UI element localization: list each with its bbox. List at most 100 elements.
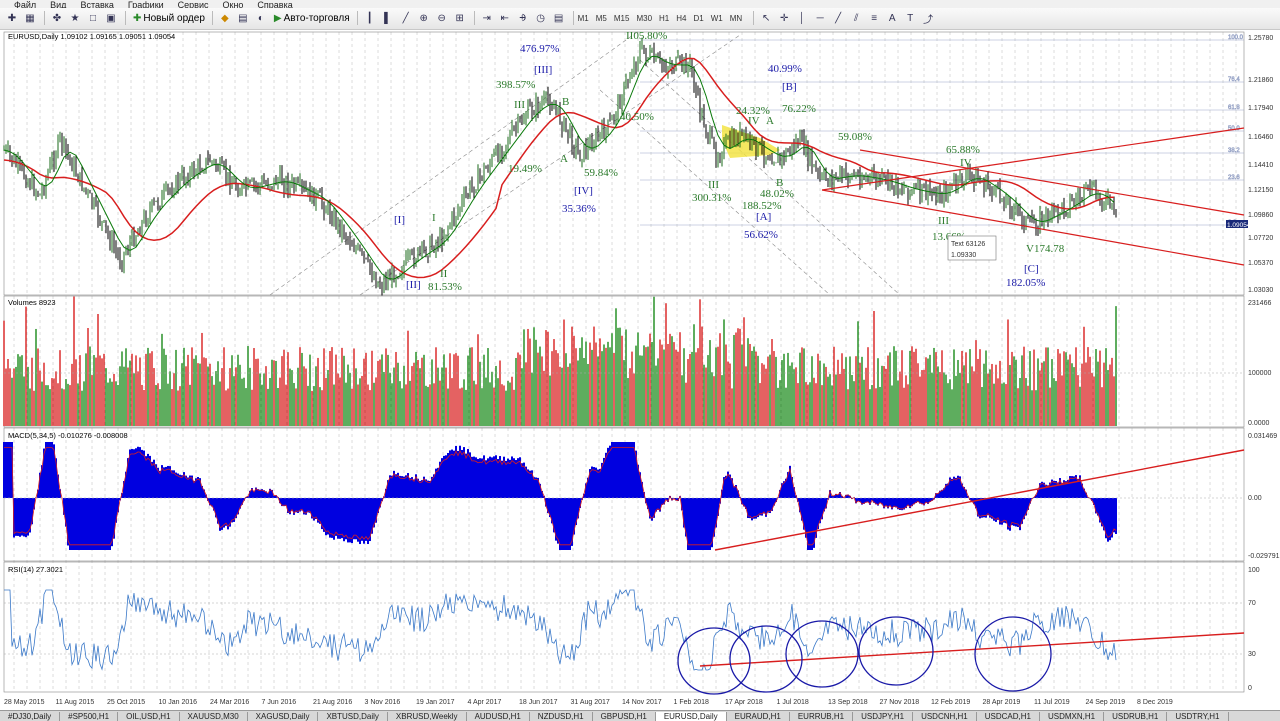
volume-level-max: 231466 xyxy=(1248,300,1271,307)
menu-item[interactable]: Сервис xyxy=(177,0,209,9)
market-watch-icon[interactable]: ✤ xyxy=(52,12,62,24)
date-label: 18 Jun 2017 xyxy=(519,699,558,706)
price-scale-label: 1.25780 xyxy=(1248,35,1273,42)
textbox-line2: 1.09330 xyxy=(951,252,976,259)
date-label: 17 Apr 2018 xyxy=(725,699,763,706)
wave-label: II05.80% xyxy=(626,30,667,42)
zoom-in-icon[interactable]: ⊕ xyxy=(419,12,428,24)
chart-tab[interactable]: #DJ30,Daily xyxy=(0,712,61,721)
chart-tab[interactable]: USDRUB,H1 xyxy=(1104,712,1168,721)
wave-label: [II] xyxy=(406,279,421,291)
label-icon[interactable]: T xyxy=(907,12,914,24)
date-label: 7 Jun 2016 xyxy=(262,699,297,706)
date-label: 28 Apr 2019 xyxy=(983,699,1021,706)
date-label: 11 Aug 2015 xyxy=(56,699,95,706)
chart-tabs: #DJ30,Daily #SP500,H1 OIL,USD,H1 XAUUSD,M30… xyxy=(0,710,1280,721)
autoscroll-icon[interactable]: ⇥ xyxy=(482,12,491,24)
arrows-icon[interactable]: ⤴ xyxy=(923,14,934,26)
chart-tab[interactable]: USDMXN,H1 xyxy=(1040,712,1105,721)
menu-item[interactable]: Файл xyxy=(14,0,37,9)
new-chart-icon[interactable]: ✚ xyxy=(7,12,17,24)
wave-label: 48.02% xyxy=(760,188,794,200)
periods-icon[interactable]: ◷ xyxy=(536,12,545,24)
menu-item[interactable]: Вставка xyxy=(80,0,114,9)
timeframe-m1[interactable]: M1 xyxy=(577,14,589,23)
tester-icon[interactable]: ▣ xyxy=(106,12,116,24)
price-chart[interactable]: 100.076.461.850.038.223.60.0 476.97%[III… xyxy=(0,29,1280,710)
chart-tab[interactable]: EURRUB,H1 xyxy=(790,712,854,721)
crosshair-icon[interactable]: ✛ xyxy=(779,12,789,24)
channel-icon[interactable]: ⫽ xyxy=(853,12,859,24)
trendline-icon[interactable]: ╱ xyxy=(835,12,842,24)
date-label: 1 Jul 2018 xyxy=(777,699,809,706)
wave-label: 40.99% xyxy=(768,63,802,75)
wave-label: 59.08% xyxy=(838,131,872,143)
chart-tab[interactable]: USDCNH,H1 xyxy=(913,712,977,721)
zoom-out-icon[interactable]: ⊖ xyxy=(437,12,446,24)
new-order-button[interactable]: ✚ Новый ордер xyxy=(130,13,208,24)
chart-tab[interactable]: AUDUSD,H1 xyxy=(467,712,530,721)
timeframe-h1[interactable]: H1 xyxy=(659,14,670,23)
date-label: 3 Nov 2016 xyxy=(365,699,401,706)
menu-item[interactable]: Справка xyxy=(257,0,293,9)
vertical-line-icon[interactable]: │ xyxy=(799,12,806,24)
navigator-icon[interactable]: ★ xyxy=(70,12,80,24)
wave-label: 35.36% xyxy=(562,203,596,215)
chart-tab[interactable]: XAUUSD,M30 xyxy=(180,712,248,721)
date-label: 12 Feb 2019 xyxy=(931,699,970,706)
options-icon[interactable]: ▤ xyxy=(238,12,248,24)
wave-label: III xyxy=(938,215,949,227)
chart-tab[interactable]: EURUSD,Daily xyxy=(655,712,727,721)
candle-chart-icon[interactable]: ▌ xyxy=(384,12,392,24)
chart-tab[interactable]: XBRUSD,Weekly xyxy=(388,712,467,721)
chart-tab[interactable]: XAGUSD,Daily xyxy=(248,712,319,721)
timeframe-d1[interactable]: D1 xyxy=(693,14,704,23)
wave-label: B xyxy=(776,177,783,189)
chart-tab[interactable]: NZDUSD,H1 xyxy=(530,712,593,721)
auto-trading-button[interactable]: ▶ Авто-торговля xyxy=(271,13,353,24)
chart-tab[interactable]: USDJPY,H1 xyxy=(853,712,914,721)
timeframe-m15[interactable]: M15 xyxy=(613,14,630,23)
tile-windows-icon[interactable]: ⊞ xyxy=(455,12,464,24)
bar-chart-icon[interactable]: ┃ xyxy=(366,12,373,24)
wave-label: 398.57% xyxy=(496,79,535,91)
timeframe-m5[interactable]: M5 xyxy=(595,14,607,23)
menu-item[interactable]: Графики xyxy=(127,0,164,9)
metaeditor-icon[interactable]: ◆ xyxy=(221,12,229,24)
wave-label: 24.32% xyxy=(736,105,770,117)
templates-icon[interactable]: ▤ xyxy=(553,12,564,24)
wave-label: 476.97% xyxy=(520,43,559,55)
timeframe-h4[interactable]: H4 xyxy=(676,14,687,23)
wave-label: 81.53% xyxy=(428,281,462,293)
strategy-icon[interactable]: ◐ xyxy=(257,12,264,24)
chart-shift-icon[interactable]: ⇤ xyxy=(500,12,509,24)
cursor-icon[interactable]: ↖ xyxy=(761,12,771,24)
timeframe-w1[interactable]: W1 xyxy=(710,14,723,23)
chart-tab[interactable]: OIL,USD,H1 xyxy=(118,712,180,721)
price-scale-label: 1.21860 xyxy=(1248,77,1273,84)
chart-tab[interactable]: GBPUSD,H1 xyxy=(593,712,656,721)
line-chart-icon[interactable]: ╱ xyxy=(402,12,409,24)
chart-tab[interactable]: USDTRY,H1 xyxy=(1167,712,1229,721)
horizontal-line-icon[interactable]: ─ xyxy=(816,12,824,24)
wave-label: V174.78 xyxy=(1026,243,1065,255)
date-label: 31 Aug 2017 xyxy=(571,699,610,706)
indicators-icon[interactable]: ⨮ xyxy=(519,12,527,24)
menu-item[interactable]: Вид xyxy=(50,0,67,9)
text-icon[interactable]: A xyxy=(888,12,896,24)
chart-tab[interactable]: EURAUD,H1 xyxy=(727,712,790,721)
chart-window[interactable]: 100.076.461.850.038.223.60.0 476.97%[III… xyxy=(0,29,1280,710)
profiles-icon[interactable]: ▦ xyxy=(25,12,35,24)
chart-tab[interactable]: XBTUSD,Daily xyxy=(318,712,388,721)
wave-label: 188.52% xyxy=(742,200,781,212)
menu-item[interactable]: Окно xyxy=(222,0,244,9)
date-label: 1 Feb 2018 xyxy=(674,699,710,706)
chart-tab[interactable]: USDCAD,H1 xyxy=(977,712,1040,721)
timeframe-mn[interactable]: MN xyxy=(729,14,743,23)
new-order-label: Новый ордер xyxy=(143,12,205,24)
terminal-icon[interactable]: □ xyxy=(89,12,97,24)
chart-tab[interactable]: #SP500,H1 xyxy=(60,712,119,721)
date-label: 14 Nov 2017 xyxy=(622,699,662,706)
timeframe-m30[interactable]: M30 xyxy=(636,14,653,23)
fibonacci-icon[interactable]: ≡ xyxy=(871,12,878,24)
